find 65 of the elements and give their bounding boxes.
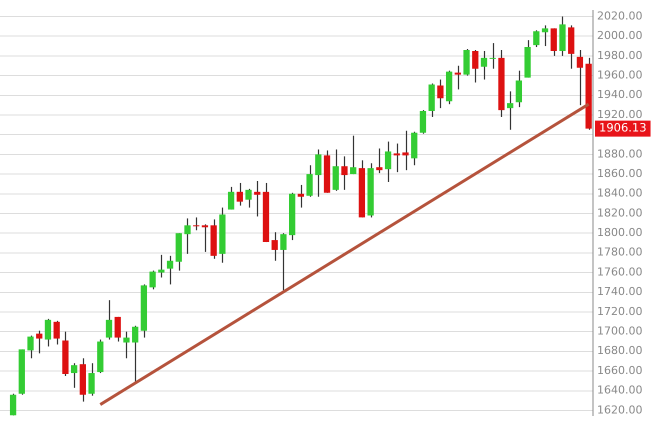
candlestick [54, 320, 60, 346]
candlestick [420, 109, 426, 134]
candlestick [533, 30, 540, 48]
candlestick [44, 318, 52, 348]
candlestick [542, 24, 548, 47]
candlestick [166, 255, 174, 286]
candlestick [123, 331, 130, 359]
candlestick [149, 270, 156, 290]
candlestick [480, 50, 488, 80]
candlestick [245, 188, 252, 208]
y-tick-label: 1620.00 [597, 403, 642, 416]
candlestick [132, 325, 138, 384]
candlestick [158, 254, 164, 278]
y-tick-label: 1720.00 [597, 304, 642, 318]
candlestick [507, 90, 514, 130]
candlestick [437, 78, 444, 109]
y-tick-label: 2000.00 [597, 29, 642, 42]
candlestick [70, 362, 78, 388]
y-tick-label: 1820.00 [597, 206, 642, 220]
candlestick [106, 300, 112, 340]
candlestick [228, 186, 234, 210]
y-tick-label: 1940.00 [597, 88, 642, 102]
candlestick [280, 232, 287, 291]
candlestick [550, 28, 557, 57]
candlestick [254, 180, 260, 218]
candlestick [341, 156, 348, 190]
candlestick [306, 164, 313, 198]
y-tick-label: 2020.00 [597, 9, 642, 22]
candlestick [202, 224, 208, 253]
text: 1906.13 [599, 120, 647, 135]
candlestick [402, 130, 409, 171]
y-tick-label: 1740.00 [597, 285, 642, 298]
y-tick-label: 1840.00 [597, 186, 642, 200]
candlestick [332, 148, 339, 192]
candlestick [272, 232, 278, 262]
y-tick-label: 1980.00 [597, 48, 642, 62]
y-tick-label: 1800.00 [597, 226, 642, 240]
candlestick [454, 65, 461, 90]
candlestick [10, 393, 16, 416]
candlestick [315, 148, 322, 198]
candlestick [472, 49, 478, 84]
y-tick-label: 1960.00 [597, 68, 642, 82]
y-tick-label: 1640.00 [597, 384, 642, 397]
candlestick [394, 142, 400, 173]
candlestick [516, 70, 522, 108]
y-tick-label: 1920.00 [597, 108, 642, 121]
candlestick [193, 216, 200, 231]
candlestick [88, 362, 95, 396]
candlestick [36, 330, 42, 354]
candlestick [184, 218, 191, 254]
candlestick [350, 135, 356, 175]
candlestick [490, 42, 496, 70]
y-tick-label: 1660.00 [597, 364, 642, 377]
candlestick [114, 316, 121, 342]
candlestick [27, 335, 34, 359]
y-tick-label: 1880.00 [597, 147, 642, 160]
y-tick-label: 1780.00 [597, 246, 642, 259]
y-tick-label: 1700.00 [597, 324, 642, 338]
y-tick-label: 1860.00 [597, 166, 642, 180]
candlestick [376, 148, 382, 174]
candlestick [384, 140, 392, 183]
y-tick-label: 1760.00 [597, 265, 642, 278]
candlestick [236, 182, 243, 206]
y-tick-label: 1680.00 [597, 344, 642, 358]
candlestick [576, 49, 584, 106]
